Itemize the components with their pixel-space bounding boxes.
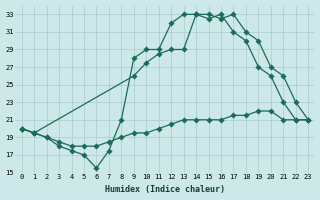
X-axis label: Humidex (Indice chaleur): Humidex (Indice chaleur) — [105, 185, 225, 194]
